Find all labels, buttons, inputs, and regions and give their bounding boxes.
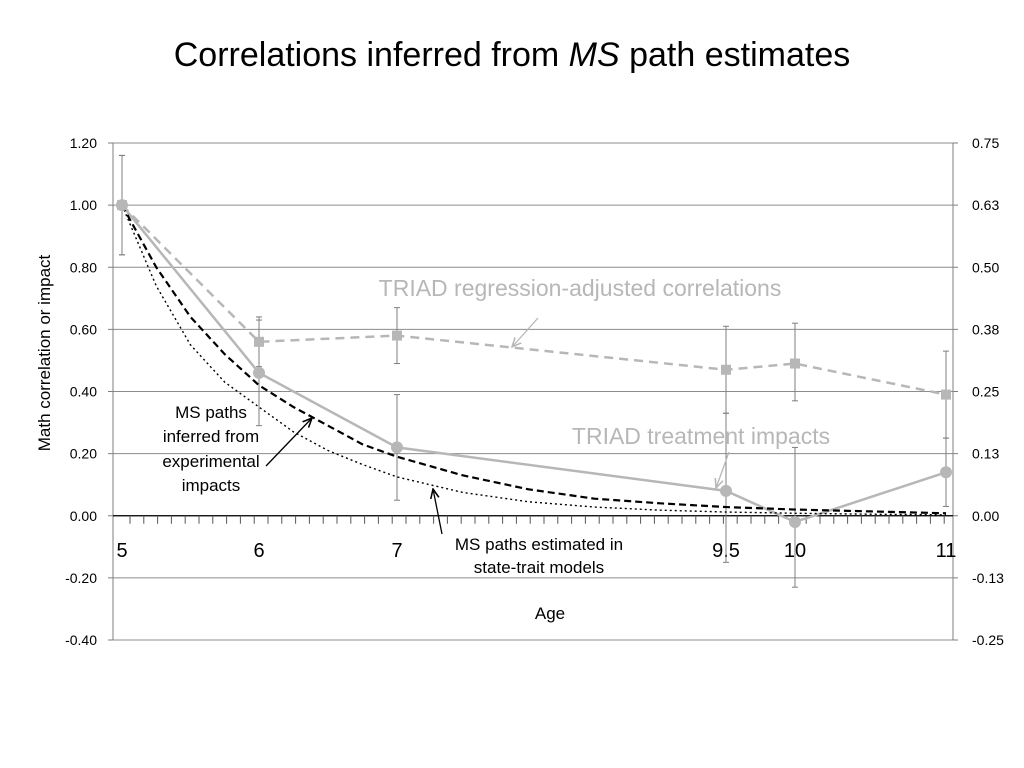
point-treatment-impact bbox=[253, 366, 265, 379]
label-treatment-impacts: TRIAD treatment impacts bbox=[572, 423, 830, 449]
data-points bbox=[116, 199, 952, 528]
gridlines bbox=[113, 142, 953, 641]
label-ms-inferred: MS paths inferred from experimental impa… bbox=[162, 403, 259, 495]
y2-tick-label: -0.13 bbox=[972, 570, 1004, 586]
title-suffix: path estimates bbox=[619, 36, 851, 74]
series-regression-adjusted-line bbox=[121, 204, 947, 396]
y-tick-label: 0.80 bbox=[70, 259, 97, 275]
x-tick-label: 6 bbox=[253, 540, 264, 562]
y2-tick-label: 0.50 bbox=[972, 259, 999, 275]
y-axis-tick-labels: 1.20 1.00 0.80 0.60 0.40 0.20 0.00 -0.20 -0.40 bbox=[65, 135, 97, 648]
point-regression-adjusted bbox=[941, 389, 951, 400]
y-tick-label: 0.60 bbox=[70, 321, 97, 337]
y-axis-title: Math correlation or impact bbox=[35, 254, 54, 451]
label-ms-estimated-line-2: state-trait models bbox=[474, 558, 604, 577]
label-ms-estimated-line-1: MS paths estimated in bbox=[455, 535, 623, 554]
point-regression-adjusted bbox=[392, 330, 402, 341]
point-treatment-impact bbox=[940, 466, 952, 479]
point-treatment-impact bbox=[116, 199, 128, 212]
label-ms-inferred-line-3: experimental bbox=[162, 452, 259, 471]
error-bars bbox=[119, 154, 949, 588]
title-prefix: Correlations inferred from bbox=[173, 36, 569, 74]
y2-tick-label: 0.38 bbox=[972, 321, 999, 337]
point-regression-adjusted bbox=[254, 336, 264, 347]
series-ms-inferred-line bbox=[121, 204, 947, 515]
y2-tick-label: 0.63 bbox=[972, 197, 999, 213]
point-treatment-impact bbox=[789, 515, 801, 528]
arrow-ms-inferred bbox=[265, 418, 312, 467]
y2-tick-label: 0.00 bbox=[972, 508, 999, 524]
label-ms-estimated: MS paths estimated in state-trait models bbox=[455, 535, 623, 577]
y-tick-label: 1.20 bbox=[70, 135, 97, 151]
arrow-regression-adjusted bbox=[512, 317, 539, 347]
point-treatment-impact bbox=[391, 441, 403, 454]
label-ms-inferred-line-2: inferred from bbox=[163, 427, 259, 446]
y2-tick-label: -0.25 bbox=[972, 632, 1004, 648]
y2-tick-label: 0.25 bbox=[972, 384, 999, 400]
secondary-y-axis-tick-labels: 0.75 0.63 0.50 0.38 0.25 0.13 0.00 -0.13 -0.25 bbox=[972, 135, 1004, 648]
y2-tick-label: 0.13 bbox=[972, 446, 999, 462]
arrow-treatment-impacts bbox=[716, 451, 730, 488]
label-ms-inferred-line-4: impacts bbox=[182, 476, 241, 495]
arrow-ms-estimated bbox=[433, 489, 443, 535]
x-tick-label: 11 bbox=[936, 540, 957, 562]
y-tick-label: 0.00 bbox=[70, 508, 97, 524]
y-tick-label: 1.00 bbox=[70, 197, 97, 213]
slide-title: Correlations inferred from MS path estim… bbox=[0, 36, 1024, 75]
y-tick-label: -0.20 bbox=[65, 570, 97, 586]
series-lines bbox=[121, 204, 947, 524]
label-regression-adjusted-correlations: TRIAD regression-adjusted correlations bbox=[379, 275, 782, 301]
series-treatment-impacts-line bbox=[121, 204, 947, 524]
x-tick-label: 7 bbox=[391, 540, 402, 562]
point-regression-adjusted bbox=[721, 364, 731, 375]
y2-tick-label: 0.75 bbox=[972, 135, 999, 151]
x-tick-label: 5 bbox=[116, 540, 127, 562]
point-treatment-impact bbox=[720, 484, 732, 497]
y-tick-label: 0.40 bbox=[70, 384, 97, 400]
y-tick-label: 0.20 bbox=[70, 446, 97, 462]
label-ms-inferred-line-1: MS paths bbox=[175, 403, 247, 422]
y-tick-label: -0.40 bbox=[65, 632, 97, 648]
x-axis-title: Age bbox=[535, 604, 565, 623]
title-emphasis: MS bbox=[568, 36, 620, 74]
point-regression-adjusted bbox=[790, 358, 800, 369]
